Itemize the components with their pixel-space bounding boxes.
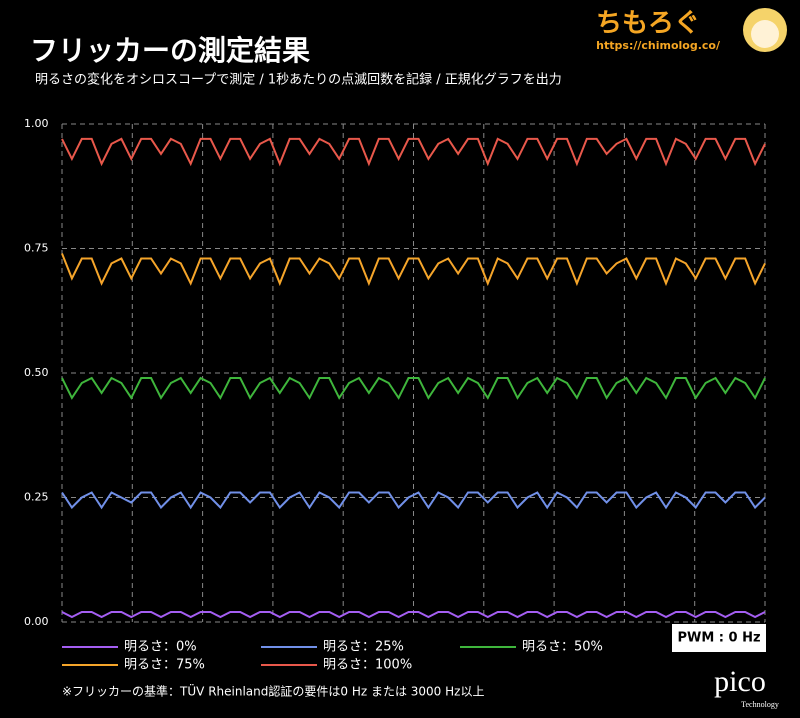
- footnote: ※フリッカーの基準：TÜV Rheinland認証の要件は0 Hz または 30…: [62, 683, 484, 699]
- legend-label: 明るさ：25%: [323, 640, 404, 655]
- y-tick-label: 1.00: [24, 117, 49, 130]
- logo-url: https://chimolog.co/: [596, 39, 721, 52]
- chart-subtitle: 明るさの変化をオシロスコープで測定 / 1秒あたりの点滅回数を記録 / 正規化グ…: [35, 72, 562, 88]
- y-tick-label: 0.50: [24, 366, 49, 379]
- legend-label: 明るさ：0%: [124, 640, 197, 655]
- annotation-box: [672, 624, 766, 652]
- logo-name: ちもろぐ: [596, 9, 700, 39]
- legend-label: 明るさ：50%: [522, 640, 603, 655]
- series-line: [61, 611, 766, 619]
- y-tick-label: 0.75: [24, 242, 49, 255]
- annotation: PWM : 0 Hz: [677, 631, 760, 646]
- chart-title: フリッカーの測定結果: [30, 34, 310, 67]
- series-line: [61, 491, 766, 510]
- legend-label: 明るさ：75%: [124, 658, 205, 673]
- brand-tagline: Technology: [741, 700, 779, 709]
- y-tick-label: 0.25: [24, 491, 49, 504]
- series-line: [61, 137, 766, 167]
- series-line: [61, 376, 766, 400]
- series-line: [61, 253, 766, 287]
- y-tick-label: 0.00: [24, 615, 49, 628]
- legend-label: 明るさ：100%: [323, 658, 412, 673]
- logo-icon-face: [751, 20, 779, 48]
- brand-name: pico: [714, 665, 766, 698]
